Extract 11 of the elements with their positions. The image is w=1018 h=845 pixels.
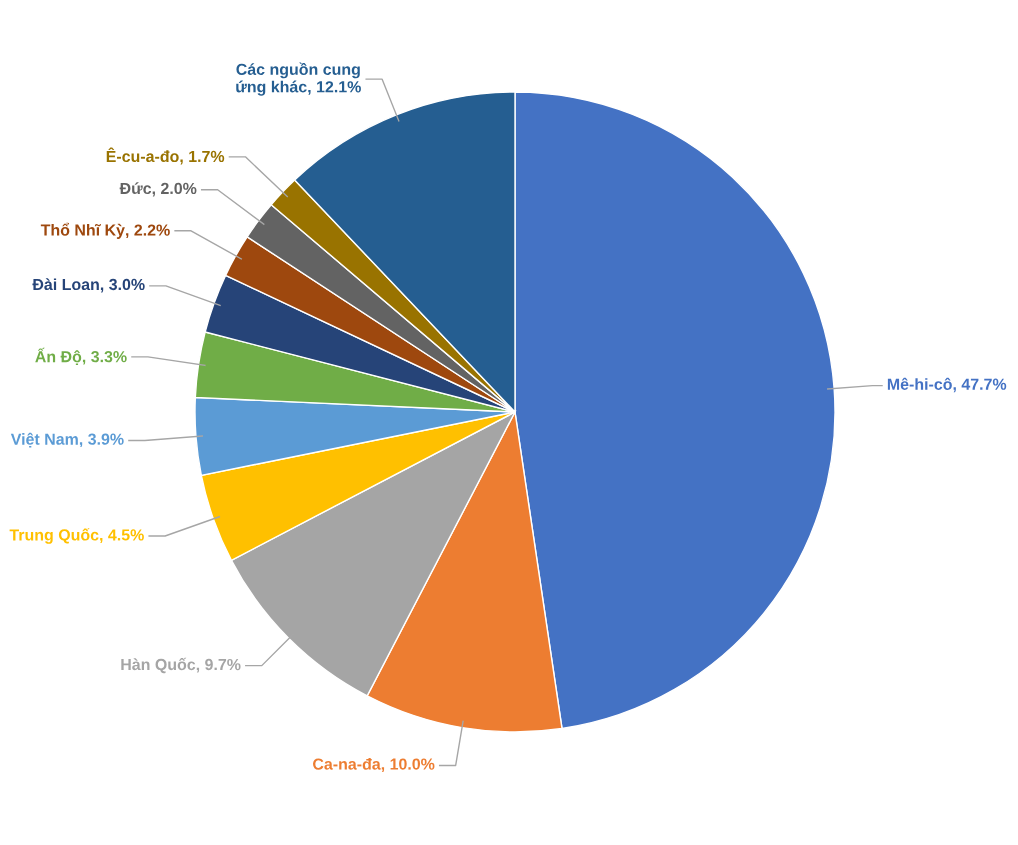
slice-label: Việt Nam, 3.9% xyxy=(10,432,124,448)
slice-label: Các nguồn cung ứng khác, 12.1% xyxy=(236,62,361,96)
slice-label: Mê-hi-cô, 47.7% xyxy=(887,377,1007,393)
slice-label: Thổ Nhĩ Kỳ, 2.2% xyxy=(40,222,170,239)
slice-label: Ấn Độ, 3.3% xyxy=(35,347,127,365)
slice-label: Ê-cu-a-đo, 1.7% xyxy=(106,147,225,165)
slice-label: Hàn Quốc, 9.7% xyxy=(121,657,241,674)
slice-label: Đức, 2.0% xyxy=(119,182,197,197)
slice-label: Trung Quốc, 4.5% xyxy=(9,528,144,544)
slice-label: Ca-na-đa, 10.0% xyxy=(313,758,435,773)
slice-label: Đài Loan, 3.0% xyxy=(32,278,145,293)
